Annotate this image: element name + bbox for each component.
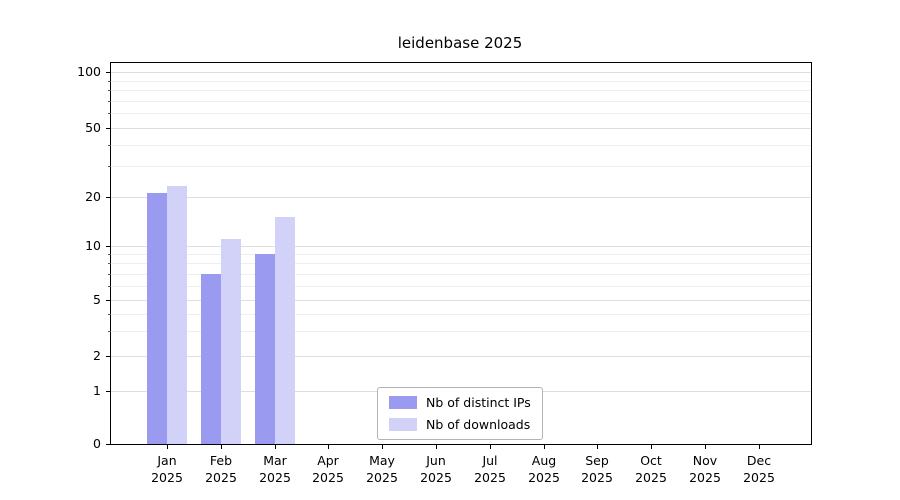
y-tick-label: 1 [93, 383, 101, 398]
minor-gridline [111, 314, 811, 315]
x-tick-mark [490, 444, 491, 449]
y-minor-tick-mark [108, 113, 111, 114]
legend-label-distinct-ips: Nb of distinct IPs [426, 395, 531, 410]
x-tick-mark [651, 444, 652, 449]
legend-swatch-distinct-ips [389, 396, 417, 409]
x-tick-label: Dec 2025 [743, 453, 775, 485]
y-tick-label: 10 [85, 238, 101, 253]
x-tick-mark [167, 444, 168, 449]
bar-distinct-ips [147, 193, 167, 444]
major-gridline [111, 246, 811, 247]
x-tick-mark [597, 444, 598, 449]
y-tick-mark [106, 246, 111, 247]
major-gridline [111, 197, 811, 198]
minor-gridline [111, 274, 811, 275]
x-tick-mark [436, 444, 437, 449]
x-tick-mark [275, 444, 276, 449]
y-minor-tick-mark [108, 286, 111, 287]
legend-swatch-downloads [389, 418, 417, 431]
y-minor-tick-mark [108, 254, 111, 255]
y-tick-label: 50 [85, 120, 101, 135]
x-tick-label: Jan 2025 [151, 453, 183, 485]
x-tick-label: May 2025 [366, 453, 398, 485]
plot-area: Nb of distinct IPs Nb of downloads 0 1 2 5 1… [77, 62, 812, 485]
x-tick-mark [328, 444, 329, 449]
x-tick-mark [221, 444, 222, 449]
x-tick-mark [759, 444, 760, 449]
bar-distinct-ips [201, 274, 221, 444]
y-tick-mark [106, 444, 111, 445]
y-tick-mark [106, 391, 111, 392]
minor-gridline [111, 113, 811, 114]
y-tick-label: 20 [85, 189, 101, 204]
chart-title: leidenbase 2025 [397, 34, 523, 52]
minor-gridline [111, 263, 811, 264]
y-tick-mark [106, 300, 111, 301]
x-tick-label: Mar 2025 [259, 453, 291, 485]
x-tick-label: Jul 2025 [474, 453, 506, 485]
y-tick-label: 5 [93, 292, 101, 307]
y-minor-tick-mark [108, 90, 111, 91]
y-tick-label: 0 [93, 436, 101, 451]
minor-gridline [111, 101, 811, 102]
y-minor-tick-mark [108, 263, 111, 264]
y-tick-mark [106, 128, 111, 129]
x-tick-mark [382, 444, 383, 449]
y-minor-tick-mark [108, 314, 111, 315]
x-tick-label: Sep 2025 [581, 453, 613, 485]
chart-legend: Nb of distinct IPs Nb of downloads [377, 387, 543, 440]
x-tick-label: Nov 2025 [689, 453, 721, 485]
minor-gridline [111, 166, 811, 167]
y-tick-label: 100 [77, 64, 101, 79]
major-gridline [111, 300, 811, 301]
minor-gridline [111, 81, 811, 82]
minor-gridline [111, 254, 811, 255]
bar-downloads [167, 186, 187, 444]
y-minor-tick-mark [108, 145, 111, 146]
minor-gridline [111, 286, 811, 287]
major-gridline [111, 72, 811, 73]
major-gridline [111, 356, 811, 357]
x-tick-mark [705, 444, 706, 449]
bar-downloads [221, 239, 241, 444]
y-tick-mark [106, 356, 111, 357]
legend-item-downloads: Nb of downloads [389, 417, 531, 432]
bar-distinct-ips [255, 254, 275, 444]
bar-downloads [275, 217, 295, 444]
legend-label-downloads: Nb of downloads [426, 417, 531, 432]
y-tick-mark [106, 72, 111, 73]
x-tick-label: Apr 2025 [312, 453, 344, 485]
x-tick-label: Feb 2025 [205, 453, 237, 485]
y-minor-tick-mark [108, 81, 111, 82]
minor-gridline [111, 145, 811, 146]
y-minor-tick-mark [108, 101, 111, 102]
minor-gridline [111, 90, 811, 91]
x-tick-label: Aug 2025 [528, 453, 560, 485]
y-tick-mark [106, 197, 111, 198]
minor-gridline [111, 331, 811, 332]
x-tick-mark [544, 444, 545, 449]
x-tick-label: Jun 2025 [420, 453, 452, 485]
y-tick-label: 2 [93, 348, 101, 363]
legend-item-distinct-ips: Nb of distinct IPs [389, 395, 531, 410]
major-gridline [111, 128, 811, 129]
y-minor-tick-mark [108, 331, 111, 332]
x-tick-label: Oct 2025 [635, 453, 667, 485]
y-minor-tick-mark [108, 166, 111, 167]
y-minor-tick-mark [108, 274, 111, 275]
